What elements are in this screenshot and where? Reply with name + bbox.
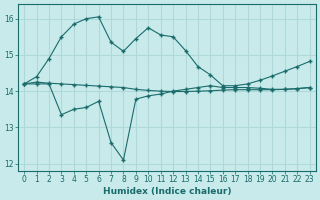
X-axis label: Humidex (Indice chaleur): Humidex (Indice chaleur) [103,187,231,196]
